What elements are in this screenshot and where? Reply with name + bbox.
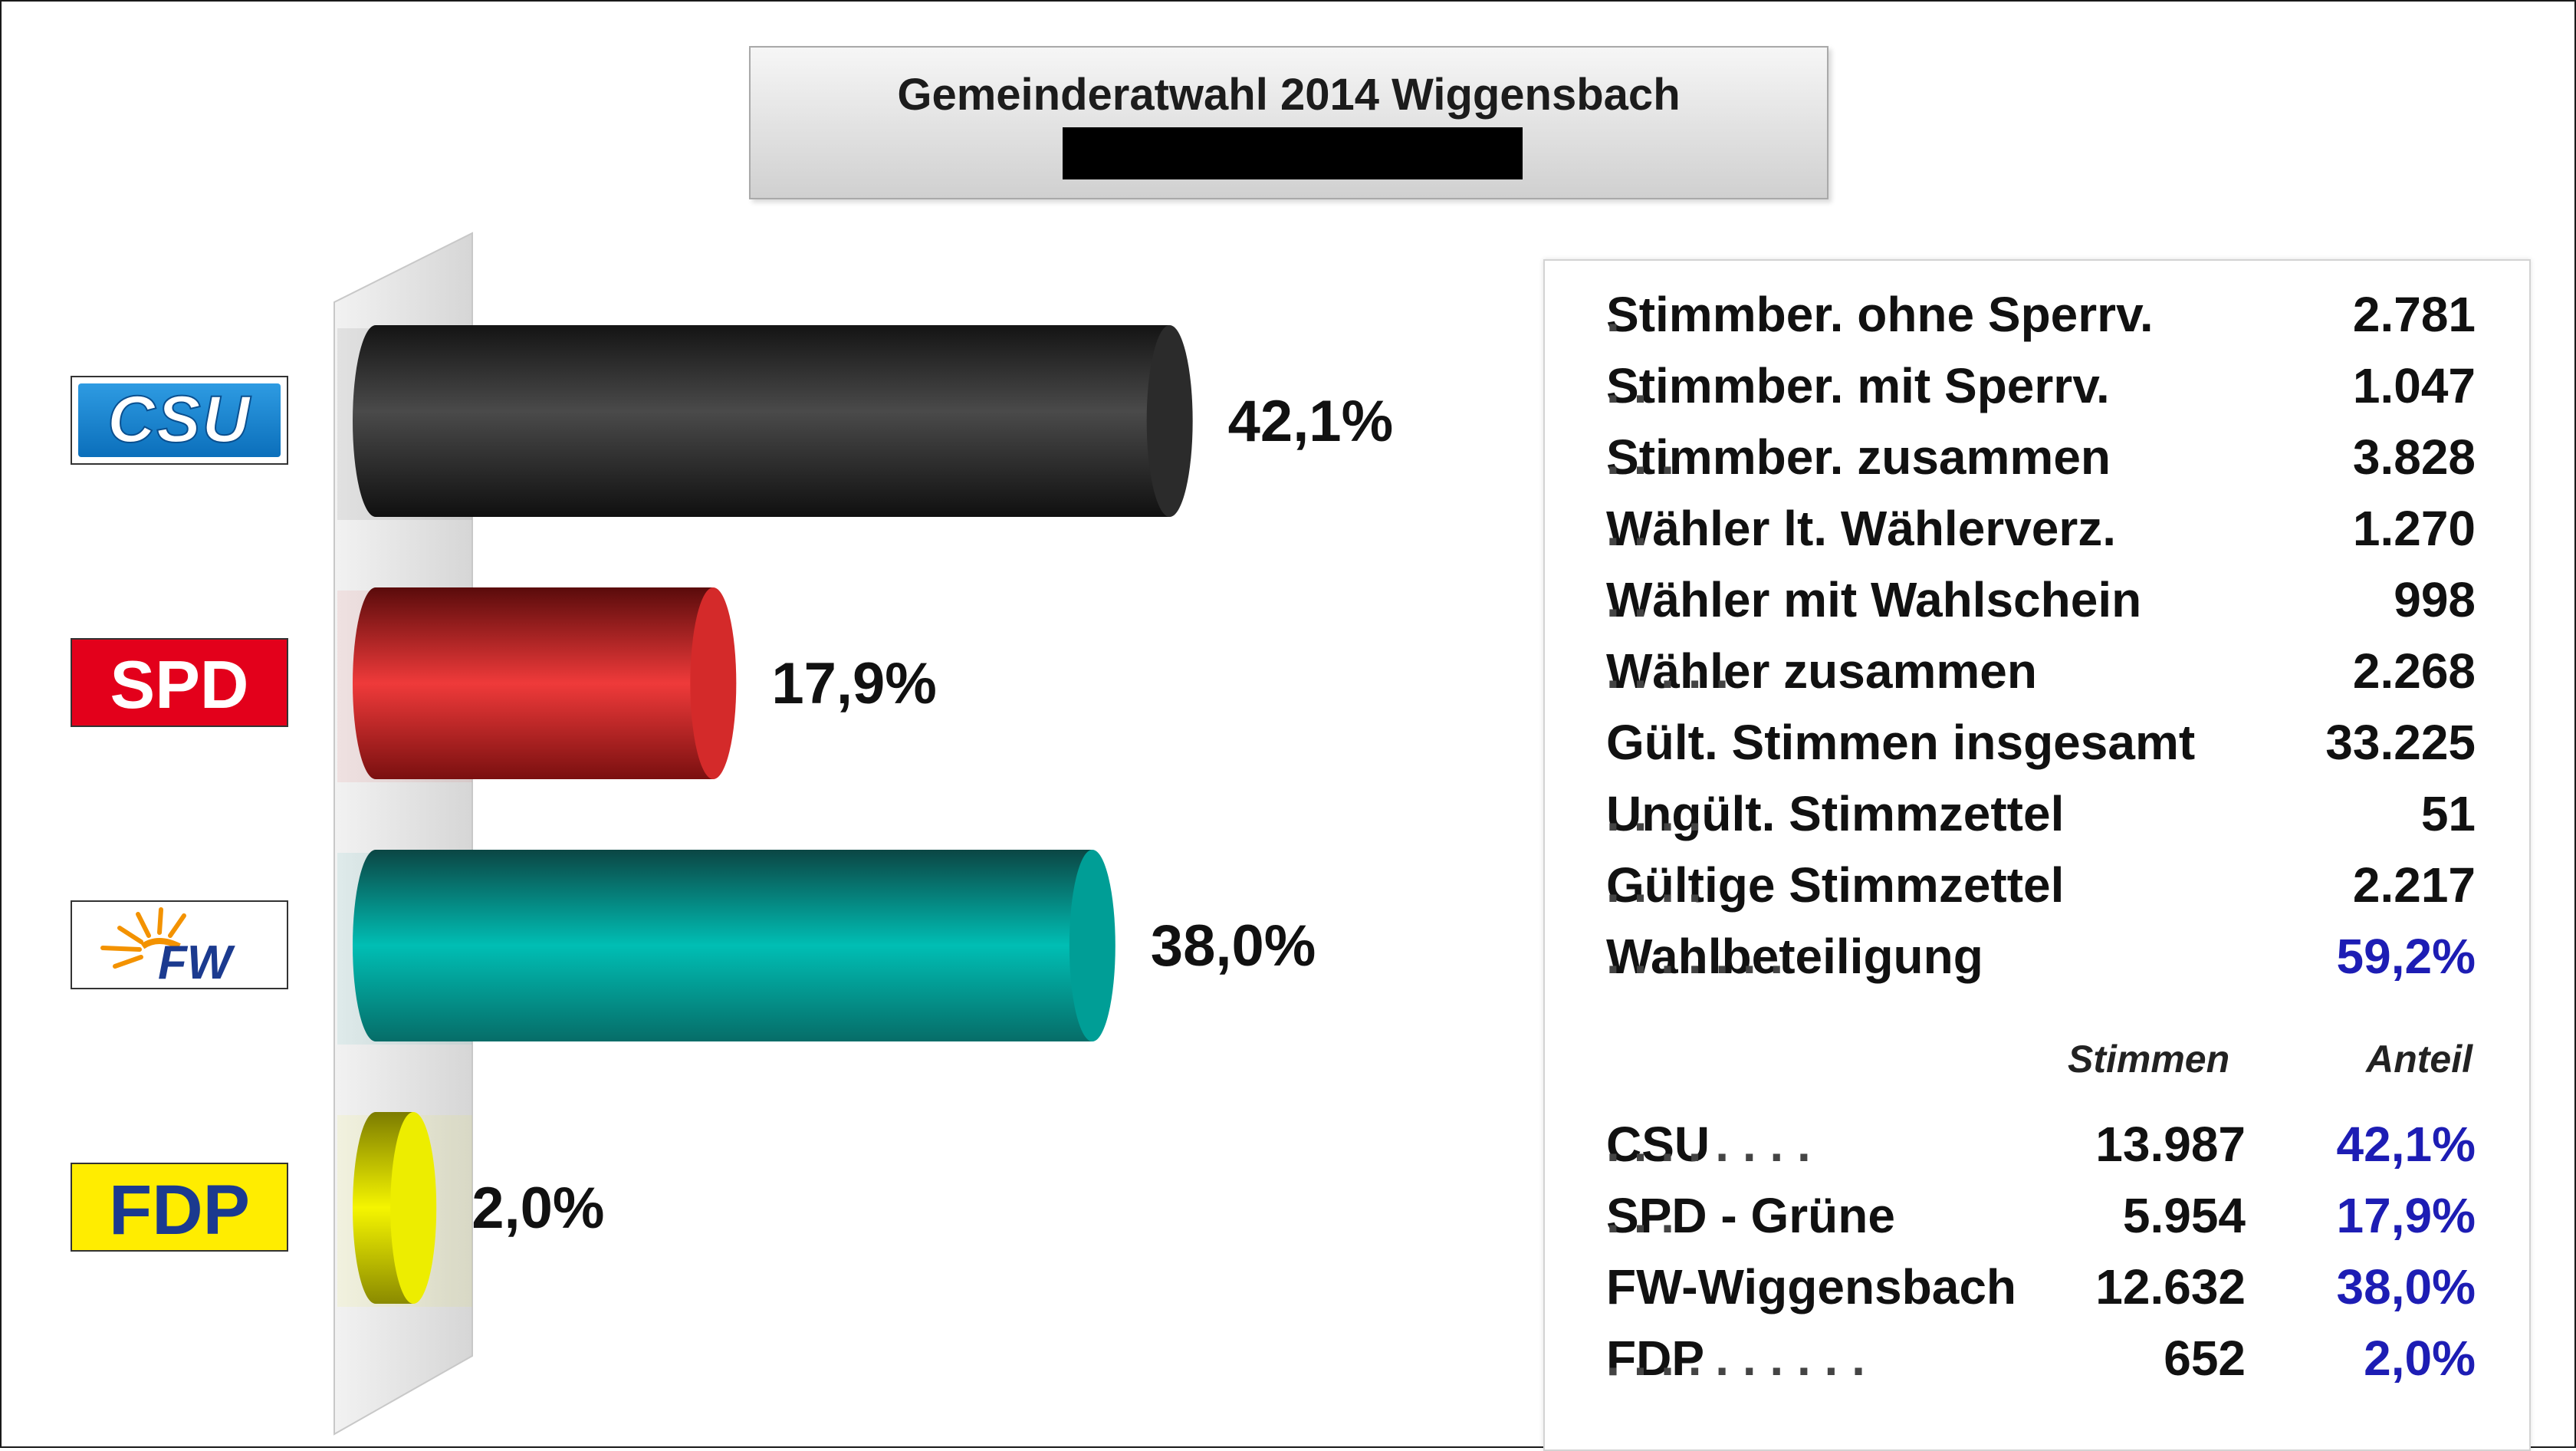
party-share: 42,1% (2336, 1117, 2476, 1172)
bar-value-label: 42,1% (1228, 389, 1394, 454)
party-share: 2,0% (2364, 1331, 2476, 1386)
party-votes: 5.954 (2122, 1188, 2246, 1243)
bar-value-label: 17,9% (771, 651, 937, 716)
redaction-bar (1063, 127, 1523, 179)
stat-row: Stimmber. zusammen. . . 3.828 (1545, 426, 2529, 488)
bar-body (353, 325, 1170, 517)
party-name: FW-Wiggensbach (1606, 1259, 2016, 1314)
stat-row: Stimmber. mit Sperrv.. . 1.047 (1545, 355, 2529, 416)
leader-dots: . . . . . (1606, 643, 1730, 699)
stat-label: Gültige Stimmzettel (1606, 857, 2065, 913)
bar-fdp: 2,0% (337, 1112, 604, 1307)
leader-dots: . . . . (1606, 786, 1702, 841)
leader-dots: . . (1606, 572, 1648, 627)
stat-row: Wahlbeteiligung. . . . . . . 59,2% (1545, 926, 2529, 987)
stat-value: 2.268 (2352, 643, 2476, 699)
stat-value: 998 (2394, 572, 2476, 627)
leader-dots: . . . . . . . (1606, 929, 1784, 984)
stat-value: 2.217 (2352, 857, 2476, 913)
bar-value-label: 38,0% (1151, 913, 1316, 979)
stat-row: Gült. Stimmen insgesamt 33.225 (1545, 712, 2529, 773)
bar-end-cap (690, 587, 737, 779)
stat-row: Stimmber. ohne Sperrv.. 2.781 (1545, 284, 2529, 345)
stat-value: 1.270 (2352, 501, 2476, 556)
stat-value: 59,2% (2336, 929, 2476, 984)
party-share: 38,0% (2336, 1259, 2476, 1314)
stat-row: Wähler lt. Wählerverz.. . 1.270 (1545, 498, 2529, 559)
party-votes: 652 (2164, 1331, 2246, 1386)
leader-dots: . . . . . . . . . . (1606, 1331, 1865, 1386)
leader-dots: . . . . (1606, 857, 1702, 913)
fdp-logo: FDP (71, 1163, 288, 1252)
party-votes: 13.987 (2095, 1117, 2246, 1172)
bar-body (353, 850, 1092, 1041)
leader-dots: . . (1606, 501, 1648, 556)
leader-dots: . . (1606, 358, 1648, 413)
stat-value: 33.225 (2325, 715, 2476, 770)
party-votes: 12.632 (2095, 1259, 2246, 1314)
svg-text:FW: FW (158, 936, 235, 988)
bar-value-label: 2,0% (472, 1176, 604, 1241)
stat-value: 3.828 (2352, 429, 2476, 485)
leader-dots: . . . (1606, 1188, 1674, 1243)
party-result-row: FW-Wiggensbach 12.632 38,0% (1545, 1256, 2529, 1318)
stat-label: Wähler mit Wahlschein (1606, 572, 2142, 627)
stat-value: 51 (2420, 786, 2476, 841)
stat-label: Stimmber. mit Sperrv. (1606, 358, 2110, 413)
stat-label: Wähler lt. Wählerverz. (1606, 501, 2117, 556)
party-result-row: CSU. . . . . . . . 13.987 42,1% (1545, 1114, 2529, 1175)
fw-logo: FW (71, 900, 288, 989)
bar-end-cap (1146, 325, 1193, 517)
stat-label: Wahlbeteiligung (1606, 929, 1983, 984)
stat-label: Ungült. Stimmzettel (1606, 786, 2065, 841)
bar-csu: 42,1% (337, 325, 1393, 520)
bar-fw: 38,0% (337, 850, 1316, 1045)
bar-spd: 17,9% (337, 587, 937, 782)
stat-label: Gült. Stimmen insgesamt (1606, 715, 2196, 770)
spd-logo: SPD (71, 638, 288, 727)
csu-logo: CSU (71, 376, 288, 465)
results-panel: Stimmber. ohne Sperrv.. 2.781 Stimmber. mi… (1543, 259, 2531, 1451)
title-box: Gemeinderatwahl 2014 Wiggensbach (749, 46, 1829, 199)
party-name: FDP (1606, 1331, 1704, 1386)
stat-row: Wähler zusammen. . . . . 2.268 (1545, 640, 2529, 702)
stat-label: Stimmber. ohne Sperrv. (1606, 287, 2154, 342)
votes-column-header: Stimmen (2068, 1038, 2230, 1081)
bar-end-cap (390, 1112, 437, 1304)
leader-dots: . . . (1606, 429, 1674, 485)
bar-body (353, 587, 714, 779)
stat-label: Stimmber. zusammen (1606, 429, 2111, 485)
leader-dots: . (1606, 287, 1620, 342)
stat-row: Ungült. Stimmzettel. . . . 51 (1545, 783, 2529, 844)
stat-row: Wähler mit Wahlschein. . 998 (1545, 569, 2529, 630)
share-column-header: Anteil (2366, 1038, 2472, 1081)
party-result-row: FDP. . . . . . . . . . 652 2,0% (1545, 1328, 2529, 1389)
bar-end-cap (1069, 850, 1116, 1041)
leader-dots: . . . . . . . . (1606, 1117, 1811, 1172)
party-name: CSU (1606, 1117, 1710, 1172)
stat-value: 2.781 (2352, 287, 2476, 342)
stat-row: Gültige Stimmzettel. . . . 2.217 (1545, 854, 2529, 916)
party-share: 17,9% (2336, 1188, 2476, 1243)
stat-label: Wähler zusammen (1606, 643, 2037, 699)
chart-title: Gemeinderatwahl 2014 Wiggensbach (897, 70, 1681, 120)
stat-value: 1.047 (2352, 358, 2476, 413)
party-result-row: SPD - Grüne. . . 5.954 17,9% (1545, 1185, 2529, 1246)
party-name: SPD - Grüne (1606, 1188, 1895, 1243)
